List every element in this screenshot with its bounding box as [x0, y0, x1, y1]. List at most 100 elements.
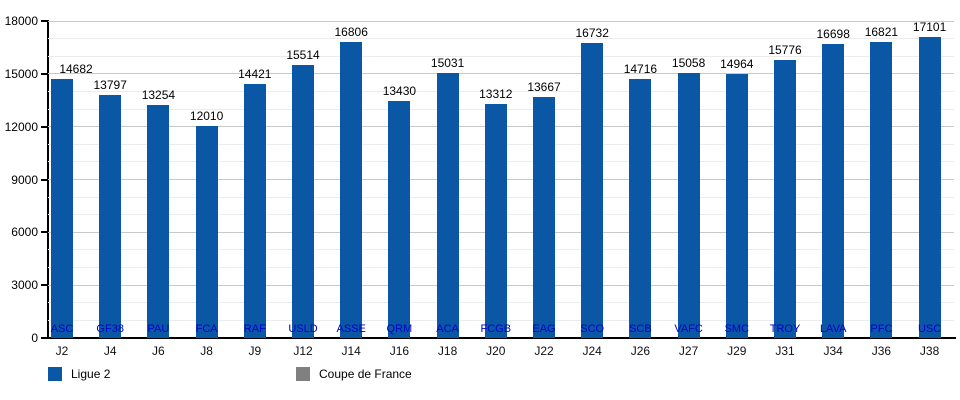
y-axis-tick-label: 6000 — [11, 225, 38, 240]
bar-value-label: 14716 — [623, 61, 658, 76]
bar-opponent-label: USLD — [288, 323, 318, 335]
x-axis-tick-label: J8 — [200, 344, 213, 358]
x-axis-tick-label: J22 — [534, 344, 554, 358]
x-axis-tick-label: J2 — [55, 344, 69, 358]
y-axis-tick-label: 0 — [31, 331, 38, 345]
gridline-minor — [48, 55, 954, 57]
x-axis-tick-label: J36 — [871, 344, 892, 358]
x-axis-tick-label: J31 — [775, 344, 795, 358]
x-axis-tick-label: J16 — [389, 344, 410, 358]
bar-value-label: 13667 — [527, 80, 561, 95]
bar-value-label: 14421 — [238, 67, 272, 82]
gridline-major — [48, 20, 954, 22]
bar-opponent-label: QRM — [386, 323, 413, 335]
x-axis-tick-label: J27 — [678, 344, 699, 358]
bar-opponent-label: VAFC — [674, 323, 703, 335]
bar-opponent-label: ASSE — [336, 323, 366, 335]
bar — [436, 73, 459, 338]
bar-opponent-label: PFC — [870, 323, 893, 335]
bar — [774, 60, 796, 338]
bar-value-label: 12010 — [189, 109, 224, 124]
bar — [484, 103, 507, 338]
bar — [677, 72, 700, 338]
x-axis-line — [47, 337, 956, 339]
bar-value-label: 15058 — [671, 55, 706, 70]
bar — [51, 79, 73, 338]
bar — [99, 95, 122, 338]
x-axis-tick-label: J34 — [823, 344, 843, 358]
gridline-minor — [48, 38, 954, 40]
bar-value-label: 13797 — [93, 78, 127, 93]
legend-label-coupe-de-france: Coupe de France — [319, 367, 412, 381]
legend-label-ligue-2: Ligue 2 — [71, 367, 111, 381]
bar-opponent-label: ASC — [50, 323, 74, 335]
bar-value-label: 15776 — [768, 43, 802, 58]
gridline-major — [48, 73, 954, 75]
bar — [388, 101, 411, 338]
bar-opponent-label: SCO — [580, 323, 605, 335]
bar — [292, 64, 314, 338]
bar-value-label: 13254 — [141, 87, 176, 102]
bar-opponent-label: FCGB — [480, 323, 512, 335]
y-axis-tick — [41, 284, 48, 287]
legend: Ligue 2 Coupe de France — [0, 366, 960, 386]
y-axis-tick-label: 18000 — [4, 14, 38, 28]
x-axis-tick-label: J4 — [103, 344, 117, 358]
y-axis-tick-label: 12000 — [4, 119, 38, 134]
bar-value-label: 14682 — [59, 62, 93, 77]
bar — [918, 36, 941, 338]
y-axis-tick — [41, 20, 48, 22]
bar-value-label: 16732 — [575, 26, 609, 41]
bar-opponent-label: FCA — [195, 323, 218, 335]
y-axis-tick-label: 3000 — [11, 278, 38, 293]
x-axis-tick-label: J6 — [152, 344, 165, 358]
x-axis-tick-label: J14 — [341, 344, 361, 358]
x-axis-tick-label: J12 — [293, 344, 313, 358]
bar-value-label: 15514 — [286, 47, 320, 62]
bar-opponent-label: PAU — [147, 323, 170, 335]
y-axis-tick-label: 9000 — [11, 172, 38, 187]
x-axis-tick-label: J20 — [486, 344, 506, 358]
bar — [533, 97, 555, 338]
bar-value-label: 14964 — [720, 57, 754, 72]
y-axis-tick — [41, 72, 48, 75]
legend-swatch-ligue-2 — [48, 367, 62, 381]
bar — [629, 78, 652, 338]
bar-opponent-label: SMC — [724, 323, 750, 335]
bar — [243, 84, 266, 338]
legend-item-ligue-2: Ligue 2 — [48, 366, 110, 382]
legend-item-coupe-de-france: Coupe de France — [296, 366, 412, 382]
legend-swatch-coupe-de-france — [296, 367, 310, 381]
x-axis-tick-label: J18 — [437, 344, 458, 358]
y-axis-tick — [41, 231, 48, 234]
x-axis-tick-label: J24 — [582, 344, 602, 358]
bar-value-label: 17101 — [912, 19, 947, 34]
bar — [725, 74, 748, 338]
bar-opponent-label: TROY — [769, 323, 801, 335]
bar — [340, 42, 363, 338]
bar-value-label: 13430 — [382, 84, 417, 99]
y-axis-tick — [41, 178, 48, 181]
bar-opponent-label: GF38 — [96, 323, 124, 335]
bar-value-label: 15031 — [430, 56, 465, 71]
x-axis-tick-label: J26 — [630, 344, 651, 358]
y-axis-tick — [41, 337, 48, 339]
bar — [147, 104, 170, 338]
x-axis-tick-label: J29 — [727, 344, 747, 358]
bar-opponent-label: EAG — [532, 323, 556, 335]
y-axis-tick-label: 15000 — [4, 66, 38, 81]
x-axis-tick-label: J38 — [919, 344, 940, 358]
bar-value-label: 16698 — [816, 26, 850, 41]
bar-opponent-label: RAF — [243, 323, 266, 335]
bar-opponent-label: LAVA — [819, 323, 847, 335]
bar-opponent-label: ACA — [436, 323, 459, 335]
bar-value-label: 16806 — [334, 25, 368, 40]
bar-opponent-label: USC — [917, 323, 942, 335]
bar-value-label: 16821 — [864, 24, 899, 39]
x-axis-tick-label: J9 — [248, 344, 262, 358]
bar-opponent-label: SCB — [629, 323, 652, 335]
bar — [195, 126, 218, 338]
gridline-minor — [48, 90, 954, 92]
